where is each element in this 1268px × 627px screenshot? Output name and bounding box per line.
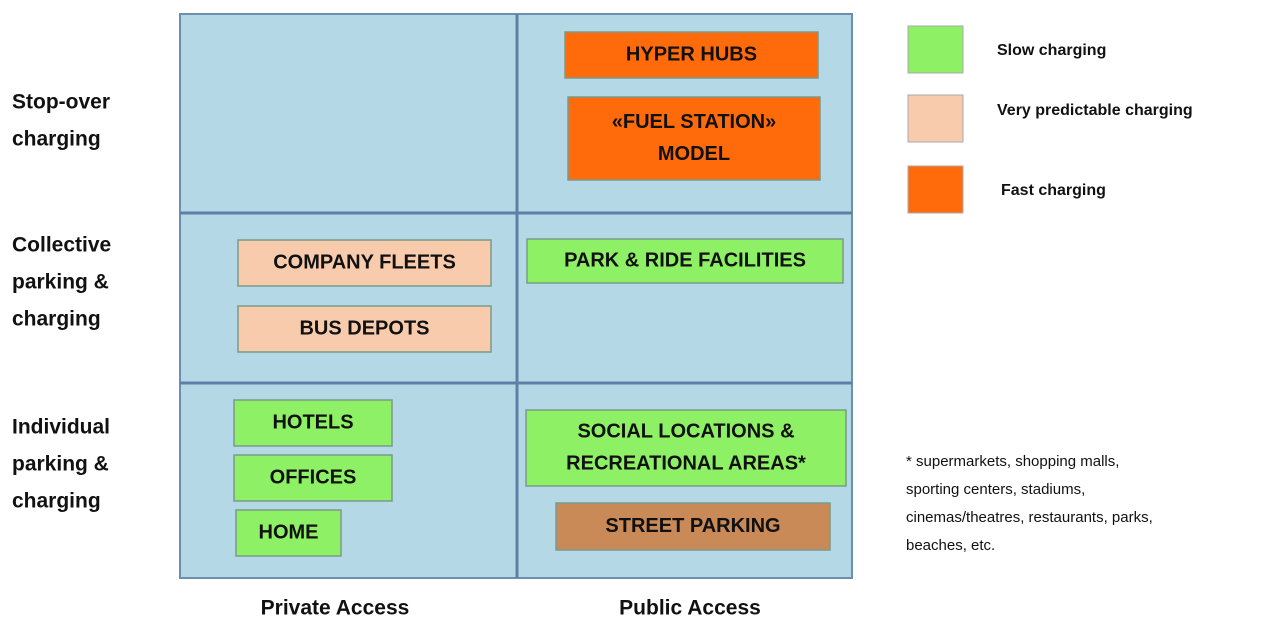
box [237, 305, 492, 353]
box-label: OFFICES [270, 466, 357, 488]
box [555, 502, 831, 551]
legend-label: Slow charging [997, 42, 1106, 59]
footnote-line: * supermarkets, shopping malls, [906, 453, 1119, 470]
legend-label: Very predictable charging [997, 102, 1193, 119]
box-label: RECREATIONAL AREAS* [566, 452, 806, 474]
legend-swatch [907, 165, 964, 214]
box-label: BUS DEPOTS [299, 317, 429, 339]
legend-swatch [907, 94, 964, 143]
row-label: charging [12, 308, 101, 331]
box-label: SOCIAL LOCATIONS & [577, 420, 794, 442]
box [233, 399, 393, 447]
column-label: Private Access [261, 597, 410, 620]
box [525, 409, 847, 487]
row-label: Collective [12, 234, 111, 257]
box-label: COMPANY FLEETS [273, 251, 456, 273]
row-label: Individual [12, 416, 110, 439]
box [235, 509, 342, 557]
box [233, 454, 393, 502]
box-label: PARK & RIDE FACILITIES [564, 249, 806, 271]
box-label: «FUEL STATION» [612, 111, 776, 133]
box [237, 239, 492, 287]
box-label: HOME [259, 521, 319, 543]
column-label: Public Access [619, 597, 761, 620]
row-label: charging [12, 128, 101, 151]
box [567, 96, 821, 181]
row-label: Stop-over [12, 91, 110, 114]
box-label: HOTELS [272, 411, 353, 433]
box-label: HYPER HUBS [626, 43, 757, 65]
footnote-line: sporting centers, stadiums, [906, 481, 1085, 498]
legend-label: Fast charging [1001, 182, 1106, 199]
footnote-line: beaches, etc. [906, 537, 995, 554]
box-label: STREET PARKING [605, 515, 780, 537]
row-label: charging [12, 490, 101, 513]
box [564, 31, 819, 79]
footnote-line: cinemas/theatres, restaurants, parks, [906, 509, 1153, 526]
box-label: MODEL [658, 143, 730, 165]
row-label: parking & [12, 271, 109, 294]
box [526, 238, 844, 284]
legend-swatch [907, 25, 964, 74]
row-label: parking & [12, 453, 109, 476]
